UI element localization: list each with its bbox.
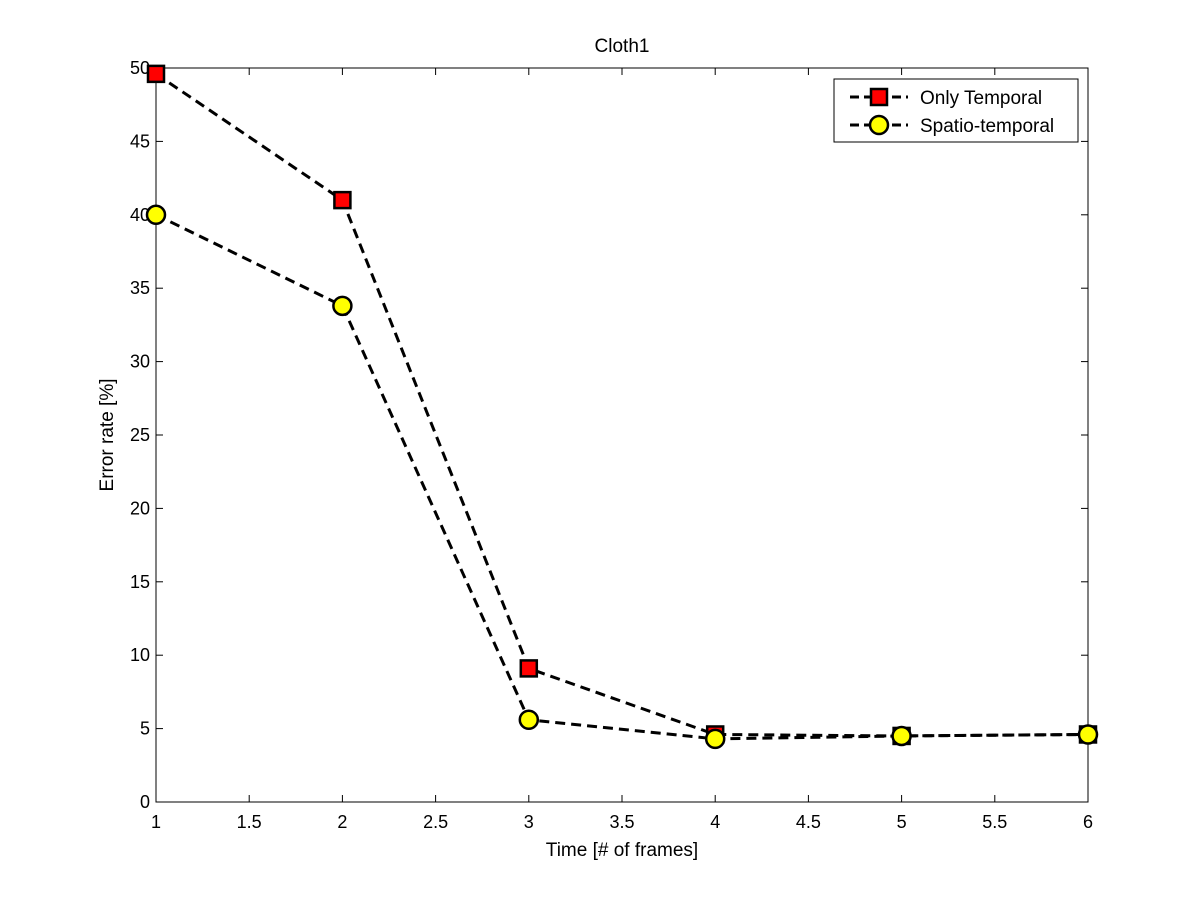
- x-tick-label: 3: [524, 812, 534, 832]
- chart-title: Cloth1: [595, 36, 650, 57]
- data-point-spatio-temporal: [145, 204, 167, 226]
- series-line-only-temporal: [155, 72, 1089, 738]
- y-tick-label: 10: [130, 645, 150, 665]
- y-axis-title: Error rate [%]: [97, 379, 118, 492]
- legend-label-spatio-temporal: Spatio-temporal: [920, 116, 1054, 137]
- series-layer: [145, 64, 1099, 750]
- legend-label-only-temporal: Only Temporal: [920, 88, 1042, 109]
- x-axis-title: Time [# of frames]: [546, 840, 698, 861]
- y-tick-label: 25: [130, 425, 150, 445]
- y-tick-label: 50: [130, 58, 150, 78]
- data-point-spatio-temporal: [1077, 724, 1099, 745]
- data-point-spatio-temporal: [332, 295, 353, 317]
- axis-ticks: 1 1.5 2 2.5 3 3.5 4 4.5 5 5.5 6 0 5 10 15 20 25 30 35 40 45 5…: [130, 58, 1093, 832]
- y-tick-label: 20: [130, 498, 150, 518]
- legend-marker-spatio-temporal: [868, 114, 890, 136]
- y-tick-label: 45: [130, 131, 150, 151]
- x-tick-label: 5: [897, 812, 907, 832]
- y-tick-label: 0: [140, 792, 150, 812]
- data-point-spatio-temporal: [704, 728, 726, 750]
- data-point-only-temporal: [146, 64, 166, 84]
- x-tick-label: 4: [710, 812, 720, 832]
- data-point-spatio-temporal: [518, 709, 540, 731]
- x-tick-label: 2.5: [423, 812, 448, 832]
- legend-marker-only-temporal: [869, 87, 889, 107]
- x-tick-label: 5.5: [982, 812, 1007, 832]
- x-tick-label: 2: [337, 812, 347, 832]
- x-tick-label: 6: [1083, 812, 1093, 832]
- data-point-only-temporal: [519, 659, 539, 678]
- x-tick-label: 1: [151, 812, 161, 832]
- x-tick-label: 3.5: [609, 812, 634, 832]
- data-point-spatio-temporal: [891, 725, 912, 747]
- y-tick-label: 40: [130, 205, 150, 225]
- x-tick-label: 4.5: [796, 812, 821, 832]
- y-tick-label: 5: [140, 719, 150, 739]
- data-point-only-temporal: [333, 190, 352, 210]
- y-tick-label: 30: [130, 352, 150, 372]
- series-line-spatio-temporal: [155, 213, 1089, 741]
- y-tick-label: 15: [130, 572, 150, 592]
- plot-area: [155, 67, 1089, 803]
- legend: Only Temporal Spatio-temporal: [833, 78, 1079, 143]
- y-tick-label: 35: [130, 278, 150, 298]
- x-tick-label: 1.5: [237, 812, 262, 832]
